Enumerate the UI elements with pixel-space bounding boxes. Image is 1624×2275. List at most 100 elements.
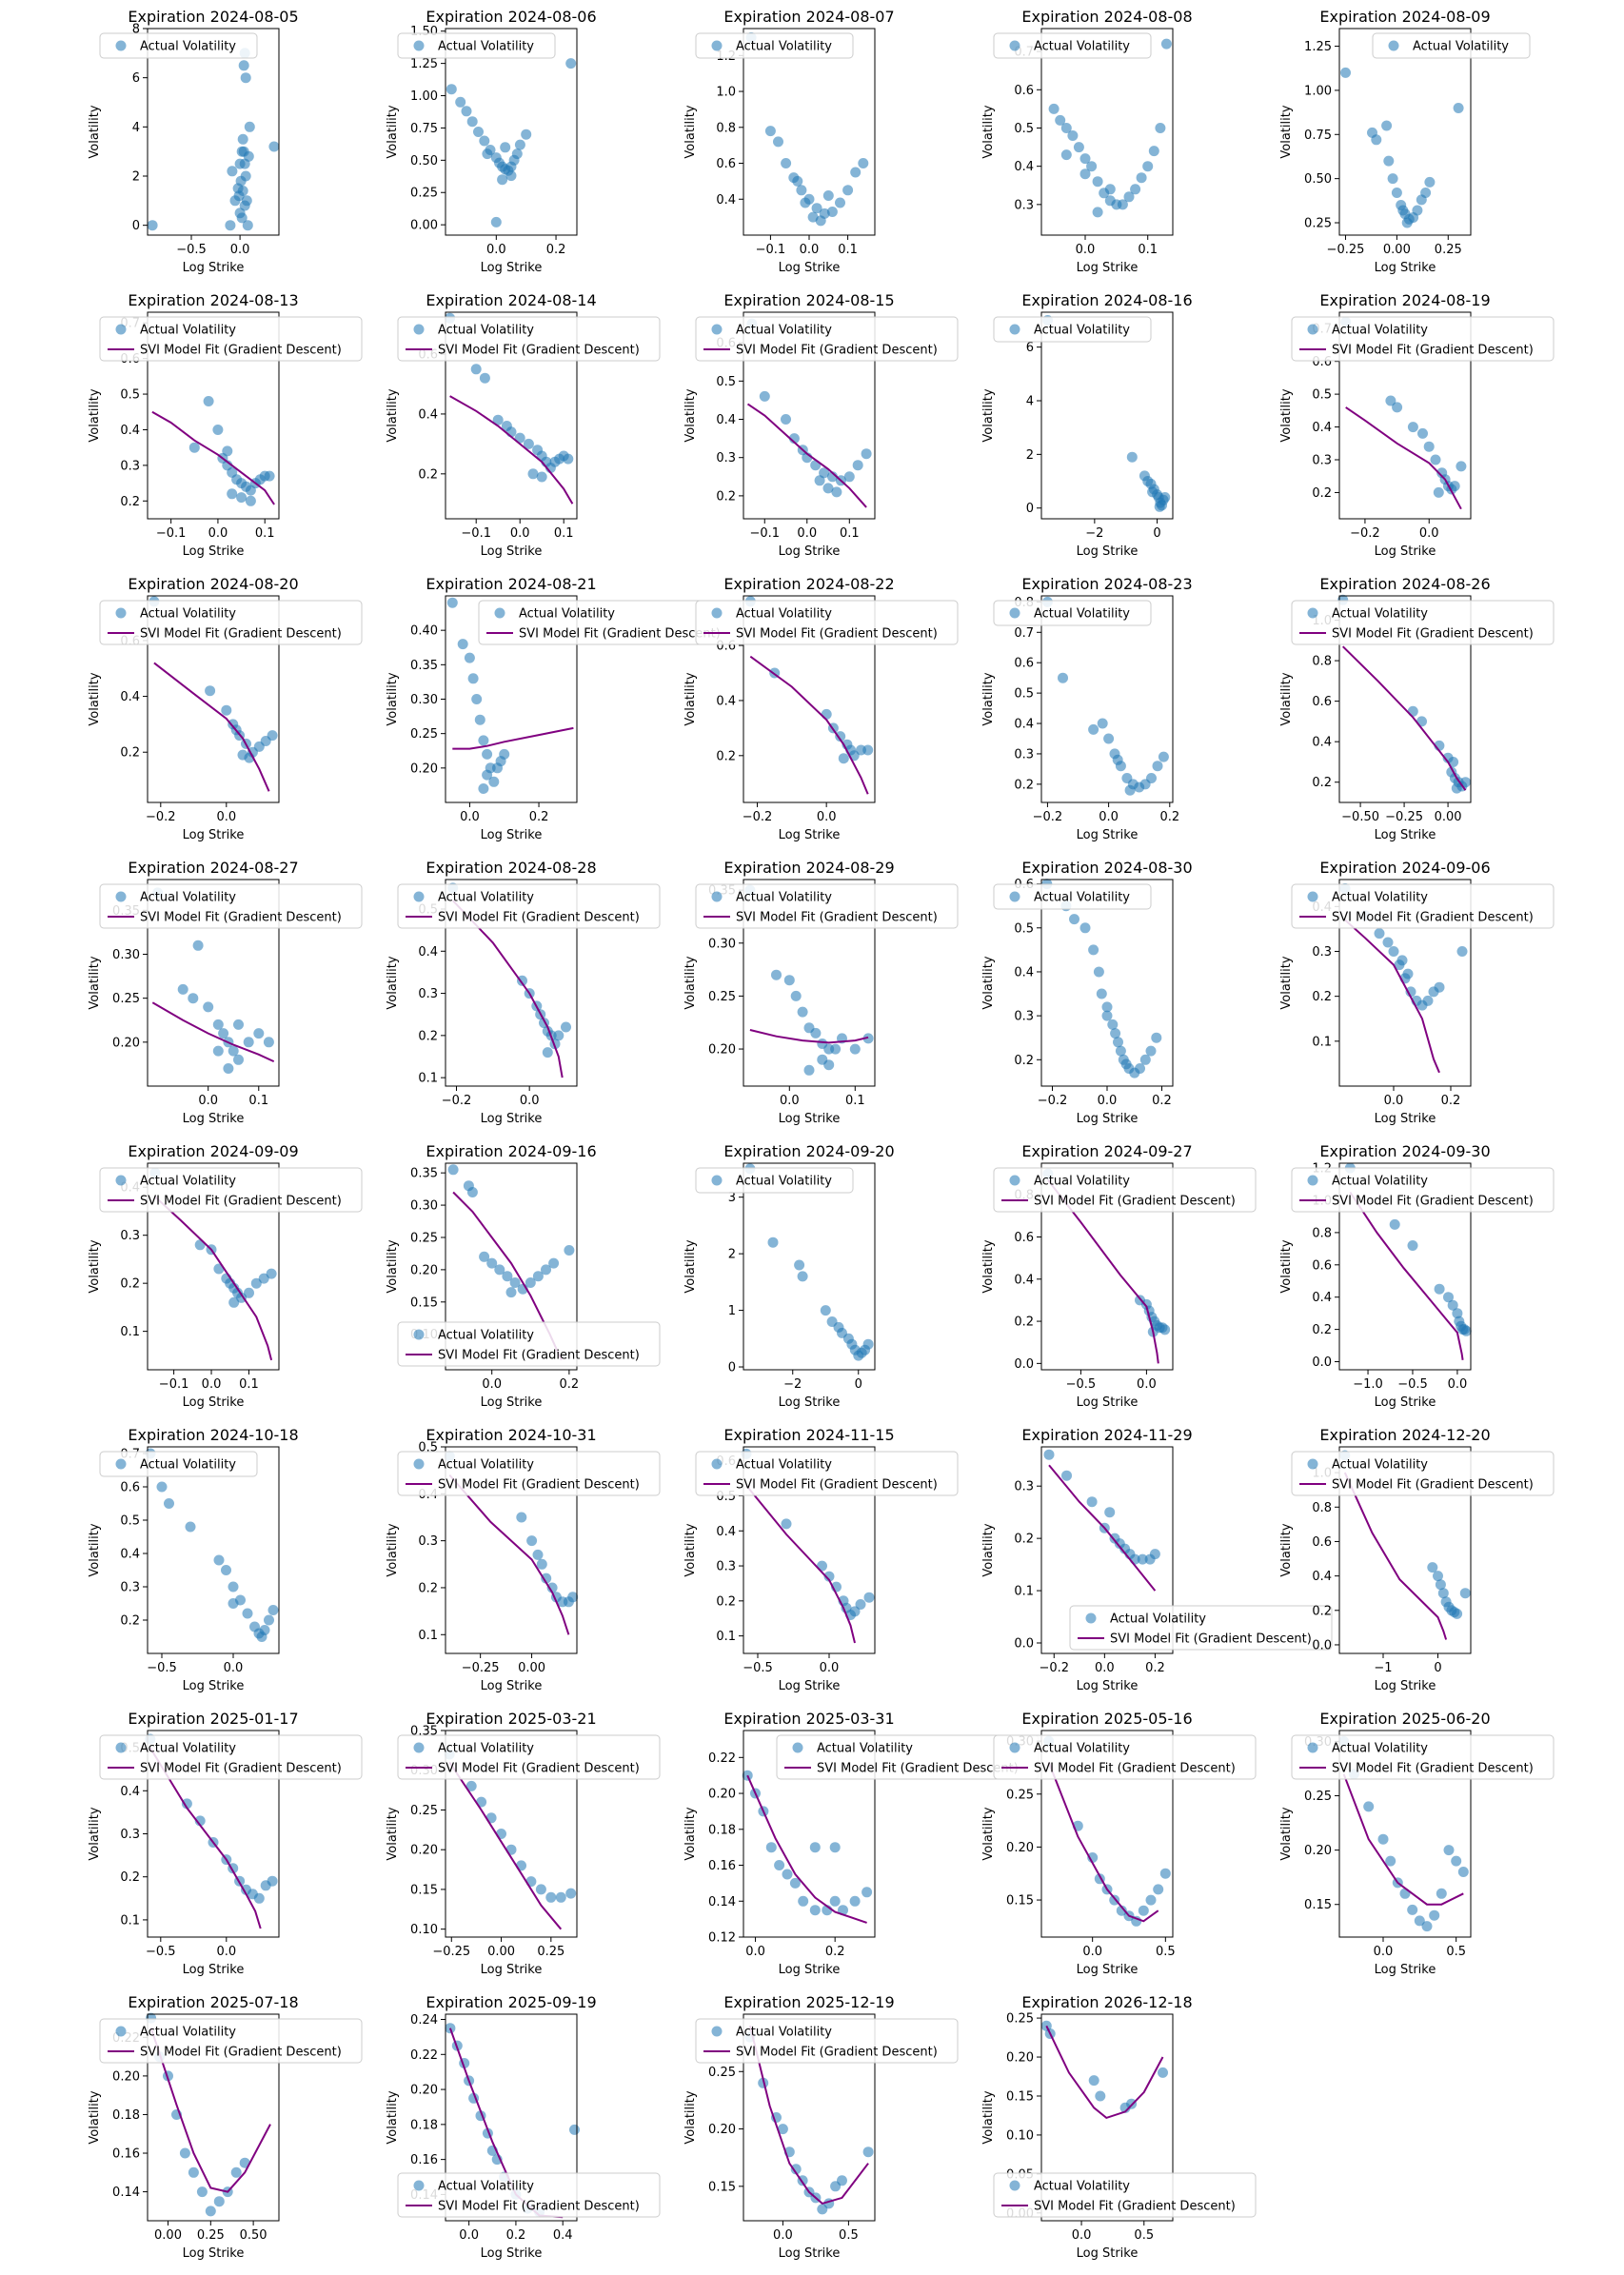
subplot-title: Expiration 2025-07-18	[128, 1993, 298, 2011]
data-point	[212, 1019, 224, 1030]
legend-label-model: SVI Model Fit (Gradient Descent)	[1110, 1632, 1312, 1647]
data-point	[455, 96, 466, 108]
subplot-title: Expiration 2024-11-29	[1021, 1426, 1192, 1444]
legend-scatter-swatch	[711, 2026, 723, 2037]
legend: Actual Volatility SVI Model Fit (Gradient…	[1291, 883, 1555, 929]
data-point	[1452, 1608, 1463, 1619]
legend-label-actual: Actual Volatility	[1332, 1742, 1428, 1756]
data-point	[1436, 1888, 1447, 1899]
scatter-points	[447, 1164, 575, 1298]
data-point	[1104, 184, 1116, 195]
x-tick-label: 0.0	[216, 810, 236, 824]
subplot: Expiration 2024-08-05 −0.5 0.0 0 2 4 6 8 Log Str…	[88, 8, 299, 275]
data-point	[497, 174, 508, 186]
data-point	[222, 445, 233, 457]
y-axis-label: Volatility	[88, 956, 102, 1009]
data-point	[1387, 173, 1398, 185]
data-point	[164, 1498, 174, 1509]
y-tick-label: 0.20	[1304, 1844, 1332, 1858]
subplot-title: Expiration 2024-08-23	[1021, 575, 1192, 593]
data-point	[185, 1521, 196, 1533]
y-tick-label: 0.8	[1312, 655, 1332, 669]
legend-label-model: SVI Model Fit (Gradient Descent)	[438, 344, 640, 358]
y-tick-label: 0.0	[1312, 1638, 1332, 1652]
x-tick-label: 0.0	[1374, 1945, 1394, 1959]
legend-scatter-swatch	[711, 1175, 723, 1186]
data-point	[1101, 1010, 1113, 1021]
data-point	[228, 1296, 240, 1308]
legend-label-actual: Actual Volatility	[140, 40, 236, 54]
y-tick-label: 0.3	[1014, 1480, 1034, 1494]
data-point	[1421, 1921, 1433, 1932]
data-point	[181, 1798, 192, 1810]
subplot-title: Expiration 2024-09-09	[128, 1142, 298, 1160]
legend-label-actual: Actual Volatility	[1332, 324, 1428, 338]
legend: Actual Volatility SVI Model Fit (Gradient…	[397, 1321, 661, 1367]
data-point	[821, 708, 832, 720]
y-tick-label: 0.16	[708, 1859, 736, 1873]
legend: Actual Volatility SVI Model Fit (Gradient…	[776, 1734, 1040, 1780]
x-axis-label: Log Strike	[779, 1112, 841, 1126]
scatter-points	[446, 58, 577, 228]
data-point	[803, 1064, 815, 1076]
data-point	[1447, 1299, 1458, 1311]
data-point	[479, 1251, 490, 1262]
data-point	[1452, 1308, 1463, 1319]
data-point	[192, 940, 204, 951]
subplot-title: Expiration 2024-12-20	[1319, 1426, 1490, 1444]
x-tick-label: 0.0	[1098, 1094, 1118, 1108]
data-point	[798, 1895, 809, 1907]
y-tick-label: 0.20	[410, 2084, 438, 2098]
legend: Actual Volatility SVI Model Fit (Gradient…	[993, 2172, 1257, 2218]
y-tick-label: 0.30	[410, 693, 438, 707]
data-point	[1112, 754, 1123, 765]
data-point	[465, 1780, 477, 1791]
x-axis-label: Log Strike	[779, 261, 841, 275]
svi-model-line	[749, 655, 869, 795]
svi-model-line	[452, 726, 574, 750]
x-tick-label: 0.0	[202, 1377, 222, 1392]
legend-label-model: SVI Model Fit (Gradient Descent)	[1034, 2200, 1236, 2214]
axes-frame	[147, 1162, 280, 1371]
legend-label-model: SVI Model Fit (Gradient Descent)	[140, 1195, 342, 1209]
data-point	[233, 1019, 244, 1030]
data-point	[826, 207, 838, 217]
data-point	[479, 135, 490, 147]
y-tick-label: 0.6	[1014, 1231, 1034, 1245]
y-tick-label: 0.1	[120, 1325, 140, 1339]
x-tick-label: −0.2	[1039, 1661, 1069, 1675]
legend: Actual Volatility SVI Model Fit (Gradient…	[99, 2018, 363, 2064]
y-axis-label: Volatility	[1279, 672, 1294, 725]
data-point	[228, 1045, 239, 1057]
legend-scatter-swatch	[1009, 40, 1020, 51]
data-point	[1430, 454, 1441, 465]
axes-frame	[1338, 595, 1472, 803]
x-tick-label: 0.25	[1435, 243, 1462, 257]
data-point	[1363, 1801, 1375, 1812]
y-axis-label: Volatility	[1279, 956, 1294, 1009]
data-point	[532, 1271, 544, 1282]
data-point	[1048, 103, 1060, 114]
subplot-title: Expiration 2024-10-31	[426, 1426, 596, 1444]
y-tick-label: 1.00	[1304, 84, 1332, 98]
data-point	[1417, 427, 1428, 439]
x-axis-label: Log Strike	[183, 1112, 245, 1126]
legend-box	[99, 1734, 363, 1780]
data-point	[1401, 217, 1413, 228]
data-point	[238, 60, 249, 71]
data-point	[1377, 1833, 1389, 1845]
data-point	[1407, 1904, 1418, 1915]
x-tick-label: 0.0	[1419, 526, 1439, 541]
data-point	[235, 175, 247, 187]
data-point	[781, 1518, 792, 1530]
data-point	[1107, 1019, 1119, 1030]
legend-box	[1291, 1734, 1555, 1780]
data-point	[500, 142, 511, 153]
data-point	[221, 1565, 231, 1575]
legend-label-actual: Actual Volatility	[1110, 1612, 1206, 1627]
legend-label-model: SVI Model Fit (Gradient Descent)	[1332, 911, 1534, 925]
y-tick-label: 4	[1026, 395, 1034, 409]
data-point	[521, 129, 532, 140]
x-tick-label: 0.0	[780, 1094, 800, 1108]
x-tick-label: −0.5	[147, 1661, 177, 1675]
